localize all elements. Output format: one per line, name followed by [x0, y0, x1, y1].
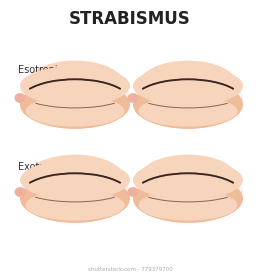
Ellipse shape	[43, 81, 77, 115]
Ellipse shape	[180, 185, 184, 188]
Ellipse shape	[167, 181, 189, 203]
Ellipse shape	[20, 174, 130, 223]
Ellipse shape	[76, 181, 98, 203]
Ellipse shape	[168, 78, 208, 118]
Ellipse shape	[25, 155, 125, 203]
Ellipse shape	[139, 190, 237, 221]
Ellipse shape	[133, 174, 243, 223]
Ellipse shape	[144, 179, 232, 214]
Ellipse shape	[127, 187, 139, 197]
Ellipse shape	[28, 183, 122, 223]
Ellipse shape	[25, 96, 125, 127]
Ellipse shape	[62, 88, 69, 94]
Ellipse shape	[133, 80, 243, 129]
Ellipse shape	[175, 85, 201, 111]
Ellipse shape	[133, 160, 243, 200]
Text: Exotropia: Exotropia	[18, 162, 64, 172]
Ellipse shape	[15, 93, 25, 103]
Ellipse shape	[15, 187, 25, 197]
Ellipse shape	[139, 155, 237, 203]
Text: Esotropia: Esotropia	[18, 65, 64, 75]
Ellipse shape	[49, 87, 71, 109]
Ellipse shape	[20, 160, 130, 200]
Ellipse shape	[25, 190, 125, 221]
Ellipse shape	[28, 89, 122, 129]
Ellipse shape	[127, 93, 139, 103]
Ellipse shape	[179, 182, 187, 188]
Ellipse shape	[20, 170, 130, 214]
Ellipse shape	[47, 85, 73, 111]
Ellipse shape	[161, 175, 195, 209]
Ellipse shape	[31, 85, 119, 120]
Text: STRABISMUS: STRABISMUS	[69, 10, 191, 28]
Ellipse shape	[139, 60, 237, 109]
Ellipse shape	[139, 96, 237, 127]
Ellipse shape	[31, 179, 119, 214]
Text: shutterstock.com · 779379700: shutterstock.com · 779379700	[88, 267, 172, 272]
Ellipse shape	[133, 76, 243, 120]
Ellipse shape	[40, 78, 80, 118]
Ellipse shape	[158, 172, 198, 212]
Ellipse shape	[20, 66, 130, 106]
Ellipse shape	[171, 81, 205, 115]
Ellipse shape	[70, 175, 104, 209]
Ellipse shape	[177, 87, 199, 109]
Ellipse shape	[165, 179, 191, 205]
Ellipse shape	[133, 66, 243, 106]
Ellipse shape	[67, 172, 107, 212]
Ellipse shape	[74, 179, 100, 205]
Ellipse shape	[25, 60, 125, 109]
Ellipse shape	[133, 170, 243, 214]
Ellipse shape	[141, 183, 235, 223]
Ellipse shape	[62, 91, 66, 94]
Ellipse shape	[190, 88, 197, 94]
Ellipse shape	[190, 91, 193, 94]
Ellipse shape	[89, 185, 93, 188]
Ellipse shape	[141, 89, 235, 129]
Ellipse shape	[20, 80, 130, 129]
Ellipse shape	[144, 85, 232, 120]
Ellipse shape	[20, 76, 130, 120]
Ellipse shape	[88, 182, 96, 188]
